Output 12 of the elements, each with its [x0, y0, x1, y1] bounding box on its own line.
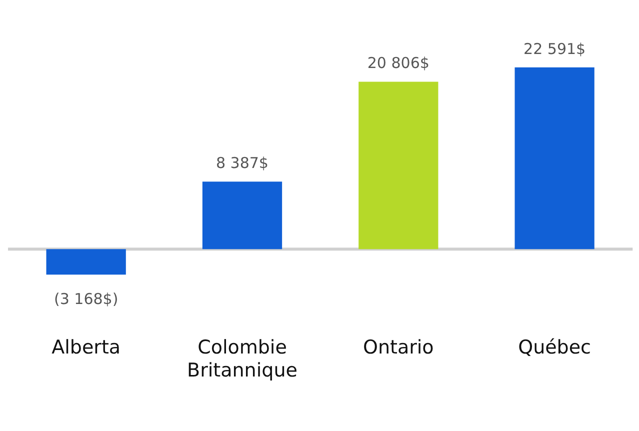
data-label: 22 591$ — [524, 40, 586, 58]
bar — [514, 67, 594, 250]
x-tick-label: Québec — [518, 336, 592, 359]
bar — [202, 182, 282, 250]
x-tick-label: Alberta — [52, 336, 121, 359]
data-label: 8 387$ — [216, 154, 268, 172]
data-label: (3 168$) — [54, 290, 118, 308]
data-label: 20 806$ — [367, 54, 430, 72]
bar — [46, 249, 126, 275]
x-tick-label: Colombie Britannique — [187, 336, 298, 382]
x-tick-label: Ontario — [362, 336, 434, 359]
bar — [358, 82, 438, 250]
